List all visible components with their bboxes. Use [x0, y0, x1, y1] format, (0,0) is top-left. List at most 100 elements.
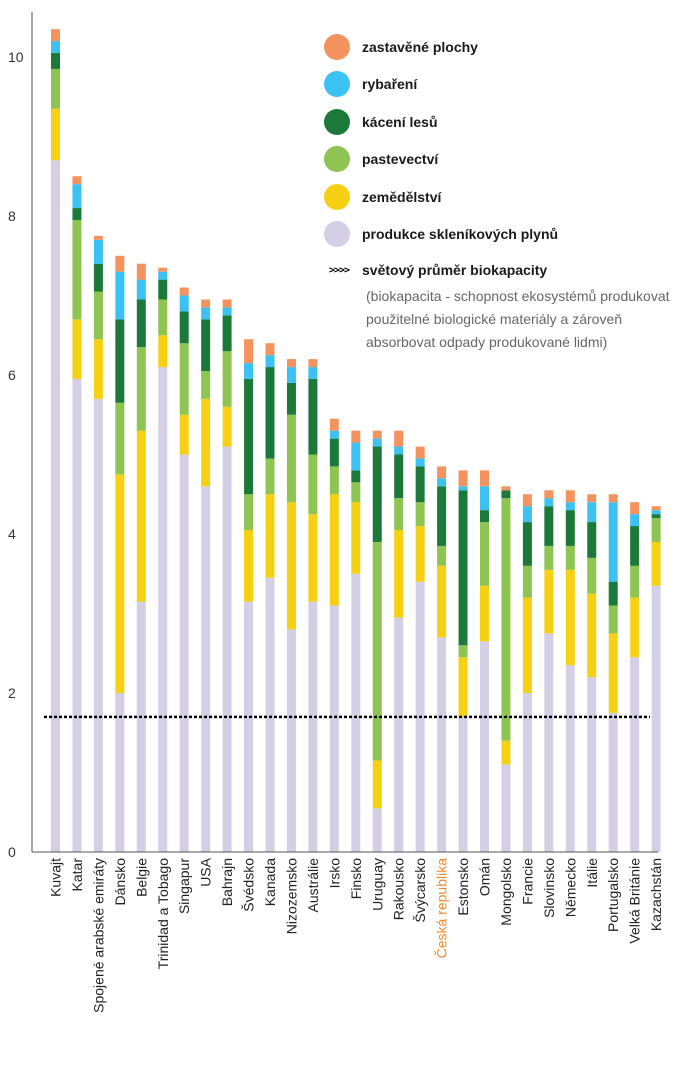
bar-segment	[244, 378, 254, 495]
axis-layer: 0 2 4 6 8 10	[8, 12, 658, 860]
x-tick-label: Estonsko	[455, 858, 471, 916]
bar-segment	[93, 291, 103, 340]
bar-segment	[437, 486, 447, 546]
bar-segment	[458, 470, 468, 487]
bar-segment	[415, 446, 425, 459]
bar-segment	[329, 466, 339, 495]
bar-segment	[522, 693, 532, 852]
bar-segment	[51, 53, 60, 69]
x-tick-label: Bahrajn	[219, 858, 235, 906]
bar-segment	[651, 506, 661, 511]
bar-segment	[286, 414, 296, 503]
bar-segment	[115, 319, 125, 403]
reference-line-layer	[44, 714, 650, 719]
legend-label: pastevectví	[362, 151, 439, 168]
x-tick-label: Dánsko	[112, 858, 128, 906]
bar-segment	[222, 315, 232, 352]
bar-segment	[587, 502, 597, 523]
bar-segment	[522, 597, 532, 693]
bar-segment	[308, 514, 318, 602]
bar-segment	[72, 184, 82, 209]
bar-segment	[587, 494, 597, 503]
bar-segment	[72, 319, 82, 379]
bar-segment	[72, 378, 82, 852]
bar-segment	[201, 371, 211, 399]
x-tick-label: USA	[198, 857, 214, 886]
bar-segment	[394, 446, 404, 455]
x-tick-label: Francie	[519, 858, 535, 905]
bar-segment	[51, 108, 60, 161]
bar-segment	[158, 267, 168, 272]
bar-segment	[608, 712, 618, 853]
bar-segment	[630, 502, 640, 515]
bar-segment	[458, 645, 468, 658]
bar-segment	[437, 545, 447, 566]
bar-segment	[115, 402, 125, 475]
bar-segment	[201, 398, 211, 487]
bar-segment	[372, 430, 382, 439]
bar-segment	[480, 585, 489, 642]
bar-segment	[265, 494, 275, 578]
bar-segment	[651, 585, 661, 852]
bar-segment	[651, 541, 661, 586]
bar-segment	[372, 438, 382, 447]
legend-label: zastavěné plochy	[362, 38, 478, 55]
bar-segment	[244, 494, 254, 531]
bar-segment	[480, 470, 489, 487]
bar-segment	[286, 629, 296, 852]
bar-segment	[480, 522, 489, 586]
biocapacity-note: (biokapacita - schopnost ekosystémů prod…	[366, 288, 670, 350]
legend-item: kácení lesů	[324, 103, 674, 141]
bar-segment	[501, 764, 511, 852]
bar-segment	[158, 271, 168, 280]
y-tick-label: 8	[8, 208, 16, 224]
bar-segment	[437, 478, 447, 487]
x-tick-label: Portugalsko	[605, 858, 621, 932]
bar-segment	[51, 160, 60, 853]
bar-segment	[72, 219, 82, 320]
bar-segment	[458, 657, 468, 717]
bar-segment	[72, 176, 82, 185]
bars-layer	[51, 29, 661, 853]
bar-segment	[372, 808, 382, 852]
bar-segment	[265, 458, 275, 495]
bar-segment	[372, 541, 382, 761]
bar-segment	[544, 569, 554, 634]
bar-segment	[136, 430, 146, 602]
bar-segment	[244, 601, 254, 852]
bar-segment	[136, 601, 146, 852]
bar-segment	[222, 351, 232, 407]
bar-segment	[244, 530, 254, 602]
y-tick-label: 4	[8, 526, 16, 542]
x-tick-label: Belgie	[133, 858, 149, 897]
legend-swatch	[324, 71, 350, 98]
bar-segment	[201, 307, 211, 320]
bar-segment	[630, 657, 640, 852]
x-tick-label: Mongolsko	[498, 858, 514, 926]
x-tick-label: Trinidad a Tobago	[155, 858, 171, 970]
x-tick-label: Omán	[477, 858, 493, 896]
bar-segment	[93, 339, 103, 399]
bar-segment	[630, 597, 640, 658]
bar-segment	[351, 442, 361, 471]
bar-segment	[565, 490, 575, 503]
bar-segment	[351, 502, 361, 574]
bar-segment	[587, 677, 597, 852]
bar-segment	[158, 279, 168, 300]
x-tick-label: Spojené arabské emiráty	[90, 858, 106, 1013]
bar-segment	[136, 279, 146, 300]
bar-segment	[308, 359, 318, 368]
bar-segment	[608, 633, 618, 713]
bar-segment	[286, 359, 296, 368]
x-tick-label: Švýcarsko	[412, 858, 428, 923]
bar-segment	[244, 363, 254, 379]
bar-segment	[265, 367, 275, 459]
bar-segment	[630, 526, 640, 566]
bar-segment	[93, 398, 103, 852]
bar-segment	[93, 263, 103, 292]
category-labels-layer: Kuvajt Katar Spojené arabské emiráty Dánsko…	[48, 857, 665, 1013]
bar-segment	[544, 490, 554, 499]
x-tick-label: Velká Británie	[627, 858, 643, 944]
bar-segment	[522, 506, 532, 523]
bar-segment	[480, 510, 489, 523]
